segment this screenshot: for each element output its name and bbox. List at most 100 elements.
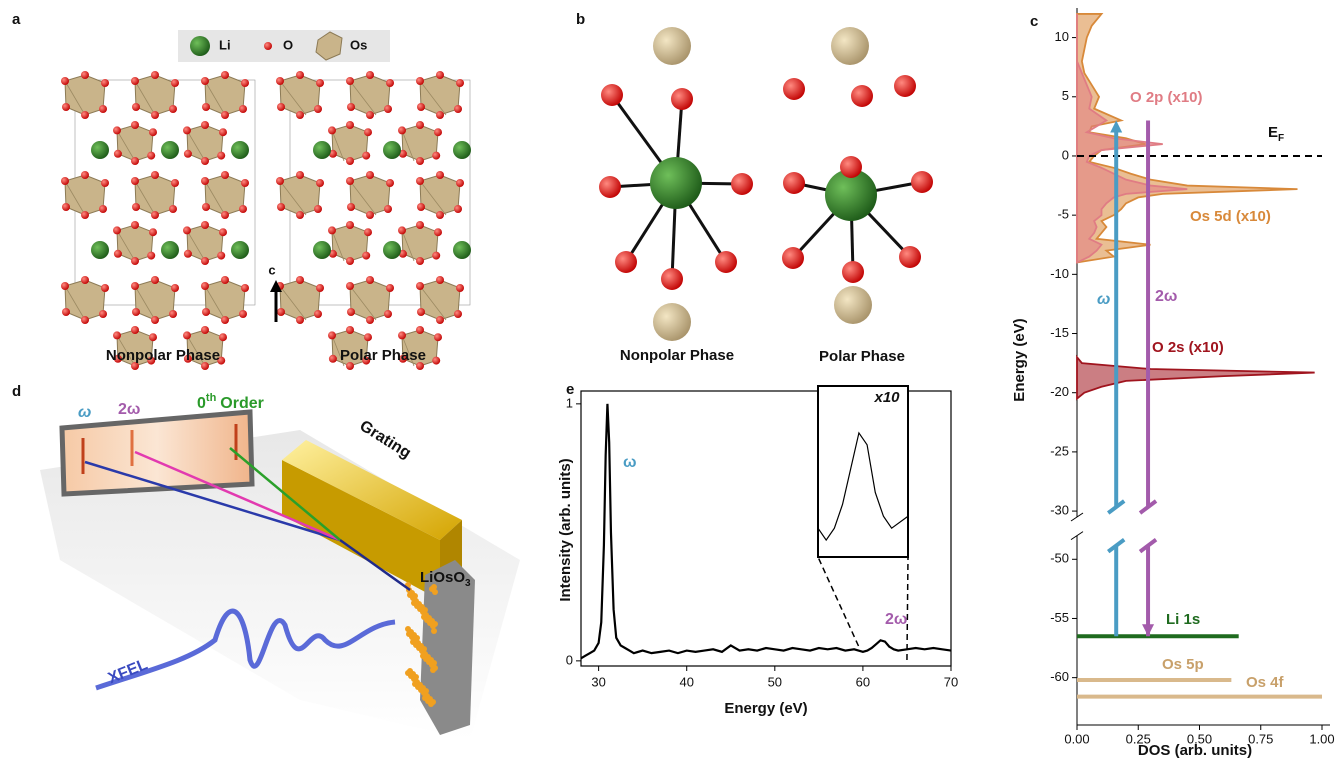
oxygen	[314, 205, 322, 213]
oxygen	[221, 71, 229, 79]
dos-area	[1076, 13, 1298, 264]
oxygen	[201, 177, 209, 185]
oxygen	[171, 79, 179, 87]
oxygen	[346, 362, 354, 370]
x-tick-label: 0.75	[1248, 731, 1273, 746]
oxygen	[151, 316, 159, 324]
lithium	[161, 241, 179, 259]
source-label: XFEL	[106, 656, 150, 687]
oxygen	[366, 111, 374, 119]
oxygen	[432, 251, 441, 260]
panel-label: b	[576, 11, 585, 28]
oxygen	[434, 128, 442, 137]
y-tick-label: 0	[1062, 147, 1069, 162]
lithium	[231, 241, 249, 259]
oxygen	[296, 171, 304, 179]
oxygen	[183, 126, 191, 135]
oxygen	[61, 282, 69, 290]
oxygen	[364, 333, 372, 342]
octahedron-edge	[419, 80, 447, 116]
oxygen	[99, 105, 107, 113]
o-atom	[731, 173, 753, 195]
order-label: 0th Order	[197, 392, 264, 412]
oxygen	[99, 205, 107, 213]
oxygen	[81, 71, 89, 79]
octahedron-edge	[186, 130, 206, 162]
oxygen	[432, 356, 441, 365]
oxygen	[113, 331, 121, 340]
oxygen	[81, 171, 89, 179]
oxygen	[362, 251, 371, 260]
o-atom	[599, 176, 621, 198]
beam-magenta	[134, 450, 341, 542]
oxygen	[151, 111, 159, 119]
sample-grain	[422, 695, 428, 701]
sample-grain	[431, 628, 437, 634]
oxygen	[62, 203, 70, 211]
y-axis-label: Intensity (arb. units)	[557, 458, 574, 601]
oxygen	[328, 354, 337, 363]
o-atom	[601, 84, 623, 106]
oxygen	[398, 249, 407, 258]
oxygen	[366, 276, 374, 284]
sample-subscript: 3	[465, 578, 471, 589]
o-atom	[851, 85, 873, 107]
inset-line	[817, 431, 909, 542]
dos-area	[1076, 354, 1315, 401]
octahedron-edge	[401, 335, 415, 367]
octahedron-edge	[349, 80, 377, 116]
y-tick-label: -5	[1057, 207, 1069, 222]
oxygen	[456, 284, 464, 292]
oxygen	[171, 179, 179, 187]
oxygen	[131, 282, 139, 290]
sample-grain	[407, 592, 413, 598]
x-tick-label: 0.25	[1126, 731, 1151, 746]
sample-grain	[405, 670, 411, 676]
octahedron-edge	[204, 285, 226, 321]
oxygen	[183, 331, 191, 340]
y-tick-label: -15	[1050, 325, 1069, 340]
y-tick-label: -60	[1050, 669, 1069, 684]
o-atom	[899, 246, 921, 268]
x-tick-label: 40	[679, 674, 693, 689]
lithium	[453, 241, 471, 259]
octahedron-edge	[279, 80, 307, 116]
xfel-beam	[95, 608, 396, 691]
oxygen	[366, 171, 374, 179]
oxygen	[149, 128, 157, 137]
sample-plate	[420, 560, 475, 735]
oxygen	[202, 103, 210, 111]
oxygen	[201, 326, 209, 334]
oxygen	[416, 157, 424, 165]
y-tick-label: 1	[566, 395, 573, 410]
oxygen	[436, 71, 444, 79]
oxygen	[183, 226, 191, 235]
arrow-break	[1138, 499, 1158, 515]
x-axis-label: DOS (arb. units)	[1138, 742, 1252, 759]
order-number: 0	[197, 395, 206, 412]
arrow-break	[1106, 538, 1126, 554]
oxygen	[221, 171, 229, 179]
oxygen	[346, 257, 354, 265]
grating-side	[282, 460, 440, 600]
x-tick-label: 70	[944, 674, 958, 689]
oxygen	[221, 316, 229, 324]
grating-label: Grating	[357, 417, 414, 462]
oxygen	[416, 221, 424, 229]
oxygen	[217, 251, 226, 260]
oxygen	[62, 103, 70, 111]
oxygen	[346, 282, 354, 290]
o-atom	[783, 172, 805, 194]
panel-label: d	[12, 383, 21, 400]
octahedron-edge	[186, 335, 206, 367]
oxygen	[328, 249, 337, 258]
oxygen	[386, 284, 394, 292]
oxygen	[239, 105, 247, 113]
oxygen	[113, 126, 121, 135]
oxygen	[434, 333, 442, 342]
oxygen	[364, 128, 372, 137]
oxygen	[456, 79, 464, 87]
series-label: O 2p (x10)	[1130, 89, 1203, 106]
inset-label: x10	[873, 389, 900, 406]
